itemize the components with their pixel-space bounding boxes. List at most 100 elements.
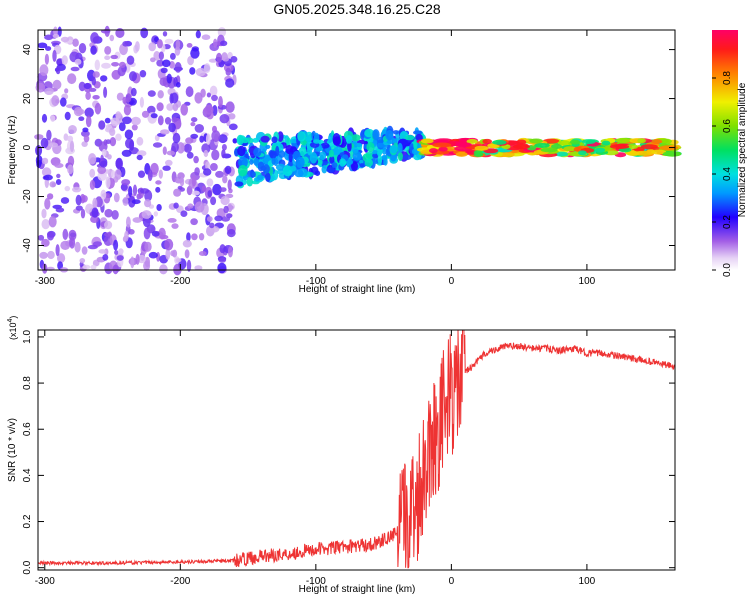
spectrogram-cell xyxy=(219,187,227,193)
spectrogram-cell xyxy=(211,94,218,102)
spectrogram-cell xyxy=(57,26,62,37)
spectrogram-cell xyxy=(150,113,158,119)
spectrogram-cell xyxy=(79,258,86,264)
spectrogram-cell xyxy=(39,64,49,76)
spectrogram-cell xyxy=(147,105,156,115)
spectrogram-cell xyxy=(82,264,91,270)
spectrogram-cell xyxy=(211,130,221,143)
snr-ylabel: SNR (10 * v/v) xyxy=(7,418,18,482)
spectrogram-cell xyxy=(157,115,164,126)
spectrogram-cell xyxy=(290,165,297,172)
spectrogram-cell xyxy=(72,186,82,193)
spectrogram-cell xyxy=(135,253,140,265)
spectrogram-cell xyxy=(277,131,284,143)
spectrogram-cell xyxy=(305,136,312,142)
spectrogram-cell xyxy=(116,255,124,261)
spectrogram-cell xyxy=(246,176,253,187)
spectrogram-cell xyxy=(228,123,238,131)
spectrogram-cell xyxy=(132,184,138,197)
spectrogram-cell xyxy=(651,149,667,155)
spectrogram-cell xyxy=(551,144,563,149)
spectrogram-cell xyxy=(252,137,259,143)
spectrogram-cell xyxy=(492,139,507,145)
spectrogram-cell xyxy=(212,105,218,116)
spectrogram-cell xyxy=(60,197,70,204)
spectrogram-cell xyxy=(209,222,215,229)
spectrogram-cell xyxy=(222,56,229,62)
snr-multiplier-base: (x10 xyxy=(8,322,18,340)
spectrogram-cell xyxy=(129,71,137,82)
spectrogram-cell xyxy=(109,34,115,42)
spectrogram-cell xyxy=(45,46,52,51)
x-tick-label: -200 xyxy=(170,276,190,287)
spectrogram-cell xyxy=(257,161,265,172)
spectrogram-cell xyxy=(75,194,82,206)
spectrogram-cell xyxy=(465,149,477,155)
spectrogram-cell xyxy=(516,139,527,145)
spectrogram-cell xyxy=(83,82,92,90)
spectrogram-cell xyxy=(182,239,192,248)
spectrogram-cell xyxy=(185,86,194,98)
spectrogram-cell xyxy=(125,216,131,228)
spectrogram-cell xyxy=(41,157,49,165)
spectrogram-cell xyxy=(187,55,195,66)
spectrogram-cell xyxy=(139,70,147,78)
y-tick-label: 0.8 xyxy=(22,376,33,390)
spectrogram-cell xyxy=(105,176,111,189)
spectrogram-cell xyxy=(320,142,330,149)
spectrogram-cell xyxy=(67,73,77,85)
spectrogram-cell xyxy=(205,133,211,145)
spectrogram-cell xyxy=(139,96,144,108)
spectrogram-cell xyxy=(44,53,50,65)
spectrogram-cell xyxy=(269,150,277,159)
spectrogram-cell xyxy=(309,152,318,164)
spectrogram-cell xyxy=(540,147,558,153)
spectrogram-cell xyxy=(55,179,62,185)
spectrogram-cell xyxy=(257,174,264,181)
spectrogram-cell xyxy=(364,158,373,167)
spectrogram-cell xyxy=(92,197,98,209)
spectrogram-cell xyxy=(225,67,232,76)
spectrogram-cell xyxy=(130,256,135,269)
spectrogram-cell xyxy=(413,130,423,135)
spectrogram-cell xyxy=(172,103,179,112)
spectrogram-cell xyxy=(85,115,92,128)
spectrogram-cell xyxy=(125,138,134,149)
y-tick-label: -20 xyxy=(22,189,33,204)
spectrogram-cell xyxy=(91,76,97,86)
spectrogram-cell xyxy=(214,215,223,222)
spectrogram-cell xyxy=(271,136,278,143)
spectrogram-cell xyxy=(170,250,176,257)
spectrogram-cell xyxy=(265,144,271,149)
spectrogram-cell xyxy=(156,204,162,211)
spectrogram-cell xyxy=(190,122,196,127)
spectrogram-cell xyxy=(153,211,158,217)
y-tick-label: -40 xyxy=(22,238,33,253)
spectrogram-cell xyxy=(162,165,171,171)
spectrogram-cell xyxy=(377,154,383,165)
spectrogram-cell xyxy=(132,217,143,223)
spectrogram-cell xyxy=(180,103,188,116)
spectrogram-cell xyxy=(186,151,194,159)
spectrogram-cell xyxy=(109,137,117,147)
spectrogram-cell xyxy=(345,135,353,144)
spectrogram-cell xyxy=(206,216,213,222)
spectrogram-cell xyxy=(328,149,334,158)
spectrogram-cell xyxy=(130,116,141,126)
spectrogram-cell xyxy=(377,150,382,157)
spectrogram-cell xyxy=(212,183,222,196)
spectrogram-cell xyxy=(128,186,133,198)
colorbar: 0.0 0.2 0.4 0.6 0.8 Normalized spectral ampl… xyxy=(712,30,748,277)
spectrogram-cell xyxy=(351,134,361,142)
spectrogram-cell xyxy=(307,144,313,156)
spectrogram-cells xyxy=(34,25,682,276)
spectrogram-cell xyxy=(101,62,111,69)
spectrogram-cell xyxy=(210,196,217,206)
spectrogram-cell xyxy=(171,141,179,153)
spectrogram-cell xyxy=(204,104,214,115)
spectrogram-cell xyxy=(185,137,194,144)
spectrogram-cell xyxy=(162,31,168,37)
spectrogram-cell xyxy=(223,205,229,214)
spectrogram-cell xyxy=(220,195,230,206)
spectrogram-cell xyxy=(373,156,379,164)
